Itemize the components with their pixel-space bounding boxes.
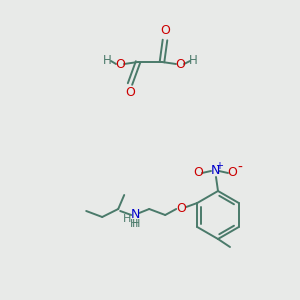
Text: O: O (193, 167, 203, 179)
Text: O: O (125, 86, 135, 100)
Text: +: + (215, 161, 223, 171)
Text: O: O (176, 202, 186, 215)
Text: O: O (160, 25, 170, 38)
Text: N: N (130, 208, 140, 221)
Text: H: H (130, 219, 138, 229)
Text: H: H (123, 214, 131, 224)
Text: H: H (189, 55, 197, 68)
Text: -: - (238, 161, 242, 175)
Text: N: N (210, 164, 220, 178)
Text: H: H (132, 219, 140, 229)
Text: O: O (115, 58, 125, 70)
Text: O: O (175, 58, 185, 70)
Text: O: O (227, 167, 237, 179)
Text: H: H (103, 55, 111, 68)
